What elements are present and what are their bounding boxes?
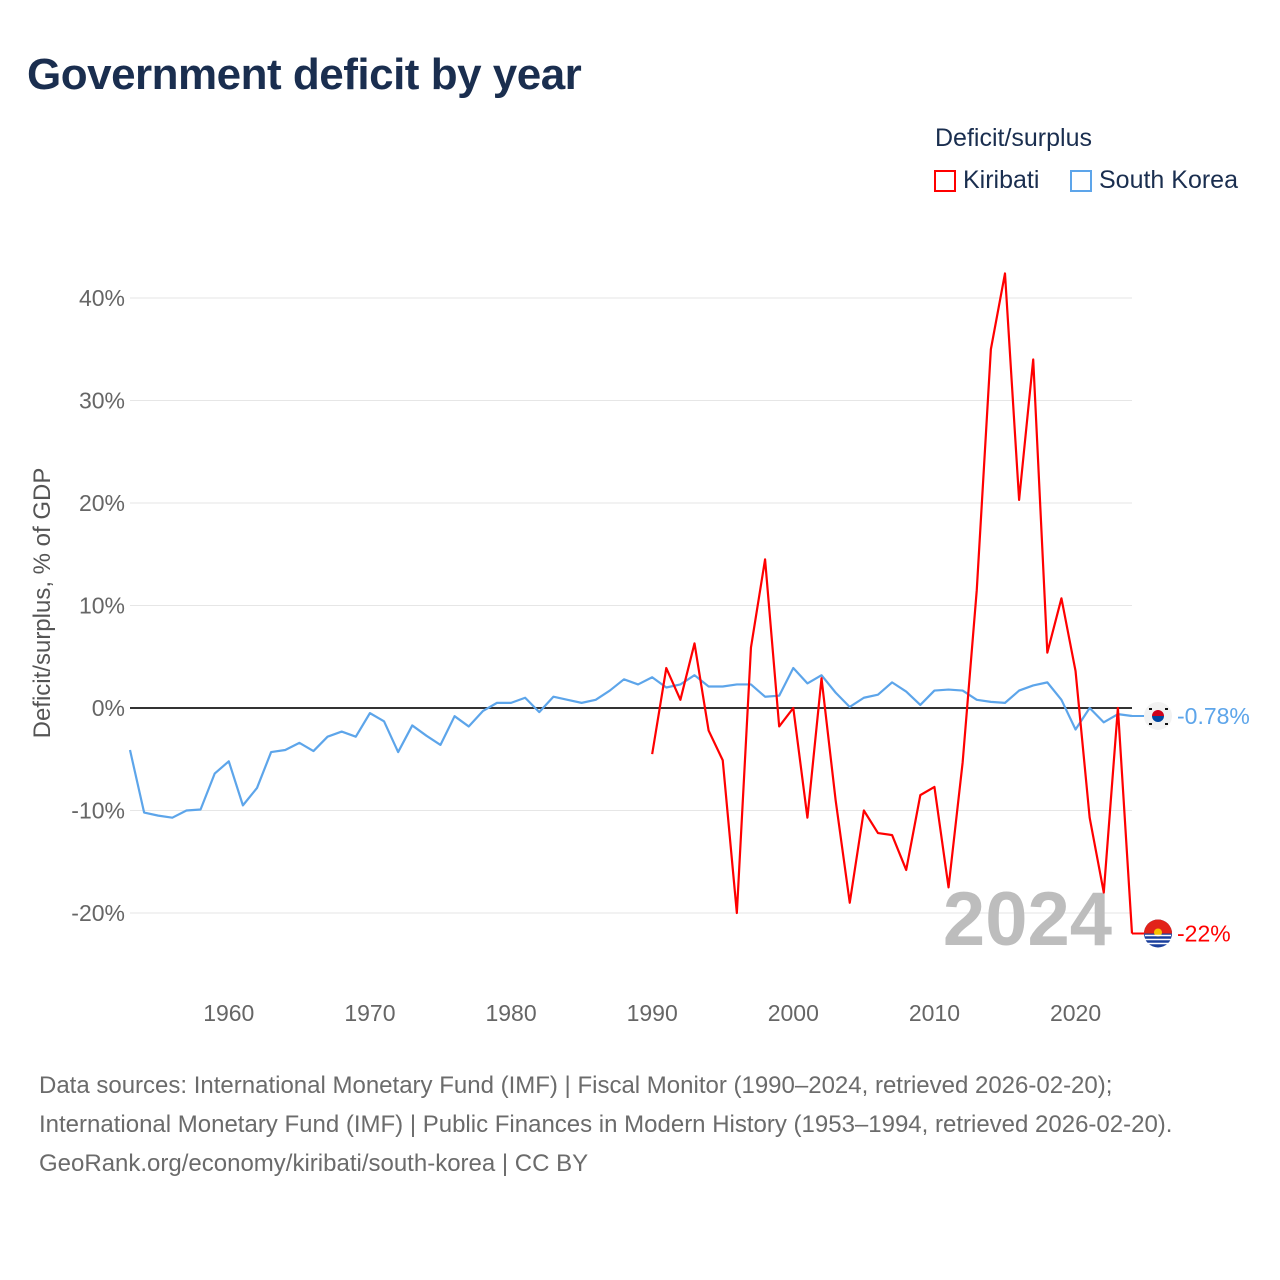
x-tick-label: 1960 (203, 1000, 254, 1026)
flag-icon-kiribati (1144, 919, 1172, 948)
y-tick-label: 30% (79, 388, 125, 414)
y-tick-label: -10% (71, 798, 125, 824)
legend-label-south-korea: South Korea (1099, 166, 1238, 194)
legend-title: Deficit/surplus (935, 124, 1092, 152)
legend-label-kiribati: Kiribati (963, 166, 1040, 194)
end-value-label-south-korea: -0.78% (1177, 703, 1250, 729)
flag-trigram (1149, 707, 1152, 710)
legend-item-kiribati[interactable]: Kiribati (934, 166, 1039, 195)
flag-taeguk-red (1152, 709, 1164, 716)
series-line-south-korea (128, 666, 1133, 819)
x-tick-label: 2000 (768, 1000, 819, 1026)
x-tick-label: 1990 (627, 1000, 678, 1026)
flag-trigram (1149, 722, 1152, 725)
source-link[interactable]: GeoRank.org/economy/kiribati/south-korea… (39, 1150, 589, 1177)
x-tick-label: 1970 (344, 1000, 395, 1026)
line-chart: -20% -10% 0% 10% 20% 30% 40% 1960 1970 1980 1990 20… (29, 272, 1250, 1026)
y-tick-label: 0% (92, 695, 125, 721)
flag-taeguk-blue (1152, 715, 1164, 722)
year-watermark: 2024 (943, 877, 1112, 962)
x-tick-label: 2020 (1050, 1000, 1101, 1026)
flag-trigram (1165, 707, 1168, 710)
legend-swatch-kiribati (934, 169, 956, 192)
flag-icon-south-korea (1144, 701, 1172, 730)
flag-sun (1154, 928, 1162, 937)
y-tick-label: 20% (79, 490, 125, 516)
series-line-kiribati (651, 272, 1134, 934)
x-tick-label: 2010 (909, 1000, 960, 1026)
end-value-label-kiribati: -22% (1177, 921, 1231, 947)
y-tick-label: 40% (79, 285, 125, 311)
chart-title: Government deficit by year (27, 50, 582, 99)
x-tick-label: 1980 (485, 1000, 536, 1026)
legend-item-south-korea[interactable]: South Korea (1070, 166, 1238, 195)
flag-red-top (1144, 919, 1172, 934)
flag-trigram (1165, 722, 1168, 725)
legend-swatch-south-korea (1070, 169, 1092, 192)
y-axis-label: Deficit/surplus, % of GDP (29, 468, 56, 739)
y-tick-label: -20% (71, 900, 125, 926)
data-sources: Data sources: International Monetary Fun… (39, 1072, 1173, 1138)
y-tick-label: 10% (79, 593, 125, 619)
footer: Data sources: International Monetary Fun… (39, 1066, 1239, 1183)
